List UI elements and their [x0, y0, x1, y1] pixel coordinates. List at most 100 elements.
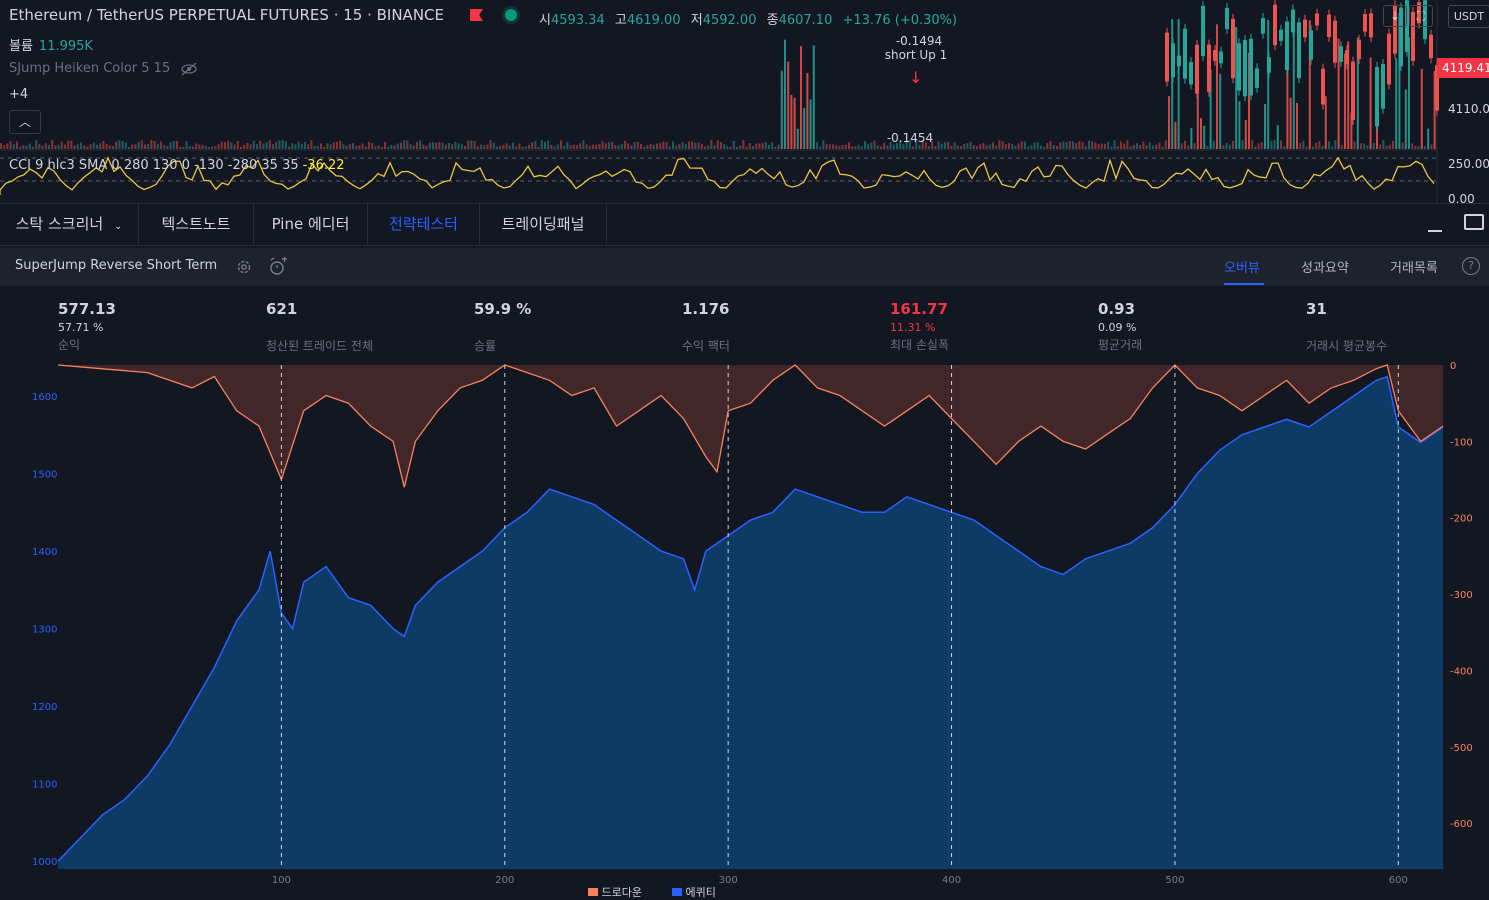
- volume-bar: [457, 143, 460, 149]
- volume-bar: [1238, 101, 1241, 149]
- volume-bar: [499, 145, 502, 149]
- volume-bar: [1379, 144, 1382, 149]
- volume-bar: [889, 142, 892, 149]
- volume-bar: [297, 141, 300, 149]
- volume-bar: [323, 146, 326, 149]
- subtab-performance-summary[interactable]: 성과요약: [1301, 261, 1349, 276]
- low-value: 4592.00: [702, 13, 757, 28]
- maximize-panel-button[interactable]: [1464, 214, 1484, 230]
- volume-bar: [332, 142, 335, 149]
- cci-legend[interactable]: CCI 9 hlc3 SMA 0 280 130 0 -130 -280 35 …: [9, 158, 345, 173]
- volume-bar: [528, 144, 530, 149]
- volume-bar: [473, 140, 476, 149]
- volume-bar: [572, 144, 575, 149]
- volume-bar: [409, 144, 412, 149]
- scroll-down-button[interactable]: ↓: [1383, 5, 1407, 27]
- symbol-title[interactable]: Ethereum / TetherUS PERPETUAL FUTURES · …: [9, 6, 444, 24]
- tab-strategy-tester[interactable]: 전략테스터: [368, 204, 480, 244]
- volume-bar: [204, 146, 207, 149]
- volume-bar: [1014, 145, 1017, 149]
- volume-bar: [1113, 140, 1116, 149]
- volume-bar: [416, 141, 418, 149]
- volume-bar: [758, 143, 761, 149]
- volume-bar: [905, 141, 908, 149]
- collapse-legend-button[interactable]: ︿: [9, 110, 41, 134]
- volume-bar: [1161, 146, 1164, 149]
- volume-bar: [1088, 140, 1090, 149]
- volume-bar: [720, 141, 722, 149]
- fullscreen-button[interactable]: ⛶: [1409, 5, 1433, 27]
- volume-bar: [777, 144, 780, 149]
- volume-bar: [214, 146, 217, 149]
- tab-trading-panel[interactable]: 트레이딩패널: [480, 204, 607, 244]
- gear-icon[interactable]: [235, 258, 253, 276]
- volume-bar: [1046, 142, 1049, 149]
- volume-bar: [707, 145, 710, 149]
- volume-bar: [153, 140, 156, 149]
- equity-tick-label: 1100: [32, 780, 57, 791]
- price-chart-canvas[interactable]: [0, 0, 1489, 203]
- alarm-add-icon[interactable]: [268, 257, 288, 277]
- volume-bar: [988, 144, 991, 149]
- volume-bar: [665, 142, 668, 149]
- volume-bar: [348, 144, 351, 149]
- volume-bar: [1024, 141, 1026, 149]
- volume-bar: [281, 140, 284, 149]
- candle-body: [1393, 5, 1397, 54]
- volume-bar: [857, 144, 860, 149]
- volume-bar: [963, 143, 966, 149]
- volume-bar: [953, 142, 956, 149]
- volume-bar: [1164, 140, 1167, 149]
- volume-bar: [688, 141, 690, 149]
- volume-bar: [928, 146, 930, 149]
- volume-bar: [393, 145, 396, 149]
- price-chart-area[interactable]: Ethereum / TetherUS PERPETUAL FUTURES · …: [0, 0, 1489, 206]
- more-indicators[interactable]: +4: [9, 87, 29, 102]
- volume-bar: [128, 146, 130, 149]
- volume-bar: [92, 142, 95, 149]
- equity-chart[interactable]: 100 200 300 400 500 600 1000 1100 1200 1300 1400 15…: [0, 355, 1489, 894]
- subtab-overview[interactable]: 오버뷰: [1224, 261, 1260, 276]
- metric-percent: [474, 321, 531, 335]
- legend-equity[interactable]: 에퀴티: [672, 884, 716, 900]
- tab-stock-screener[interactable]: 스탁 스크리너 ⌄: [0, 204, 139, 244]
- volume-bar: [937, 141, 940, 149]
- volume-bar: [732, 140, 735, 149]
- tab-text-notes[interactable]: 텍스트노트: [139, 204, 254, 244]
- volume-bar: [460, 144, 463, 149]
- volume-bar: [880, 146, 882, 149]
- candle-body: [1315, 13, 1319, 26]
- hidden-eye-icon[interactable]: [180, 62, 198, 76]
- strategy-name[interactable]: SuperJump Reverse Short Term: [15, 258, 218, 273]
- volume-bar: [1337, 38, 1340, 149]
- indicator-legend[interactable]: SJump Heiken Color 5 15: [9, 61, 198, 76]
- chevron-down-icon[interactable]: ⌄: [113, 221, 123, 232]
- volume-bar: [1120, 141, 1122, 149]
- metric-label: 수익 팩터: [682, 339, 730, 353]
- volume-bar: [736, 146, 738, 149]
- volume-bar: [771, 142, 774, 149]
- minimize-panel-button[interactable]: [1426, 214, 1444, 234]
- volume-bar: [854, 146, 857, 149]
- volume-bar: [160, 141, 162, 149]
- candle-body: [1375, 66, 1379, 127]
- candle-body: [1309, 30, 1313, 60]
- volume-bar: [243, 144, 246, 149]
- volume-bar: [400, 142, 402, 149]
- volume-bar: [745, 146, 748, 149]
- volume-bar: [345, 145, 348, 149]
- flag-icon[interactable]: [470, 9, 483, 21]
- tab-pine-editor[interactable]: Pine 에디터: [254, 204, 368, 244]
- volume-bar: [800, 46, 802, 149]
- volume-bar: [25, 145, 28, 149]
- help-icon[interactable]: ?: [1462, 257, 1480, 275]
- subtab-trade-list[interactable]: 거래목록: [1390, 261, 1438, 276]
- volume-bar: [246, 142, 249, 149]
- legend-drawdown[interactable]: 드로다운: [588, 884, 642, 900]
- volume-bar: [476, 146, 479, 149]
- currency-button[interactable]: USDT: [1448, 5, 1489, 28]
- volume-bar: [307, 144, 310, 149]
- volume-bar: [630, 145, 633, 149]
- volume-legend[interactable]: 볼륨 11.995K: [9, 35, 93, 54]
- volume-bar: [867, 144, 870, 149]
